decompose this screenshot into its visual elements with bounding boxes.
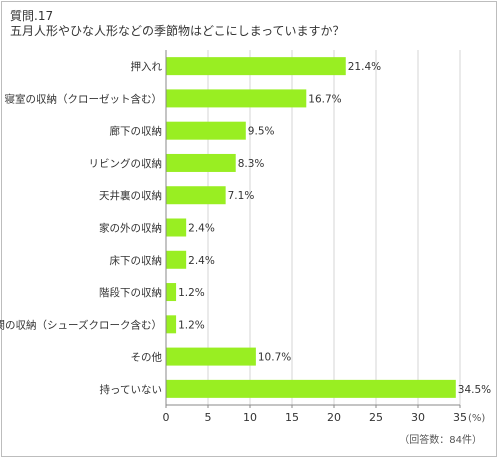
category-label: 押入れ: [131, 60, 163, 73]
category-label: リビングの収納: [89, 157, 163, 170]
x-tick-label: 15: [285, 411, 299, 424]
x-tick-label: 10: [243, 411, 257, 424]
bar: [166, 89, 307, 108]
category-label: 階段下の収納: [99, 286, 162, 299]
category-label: 家の外の収納: [99, 222, 162, 235]
response-count-footnote: （回答数：84件）: [399, 435, 482, 446]
value-label: 2.4%: [188, 223, 215, 235]
category-label: 寝室の収納（クローゼット含む）: [5, 92, 163, 105]
x-tick-label: 5: [205, 411, 212, 424]
bar: [166, 153, 236, 172]
bar: [166, 283, 177, 302]
value-label: 1.2%: [178, 287, 205, 299]
x-tick-label: 30: [411, 411, 425, 424]
value-label: 2.4%: [188, 255, 215, 267]
bar: [166, 121, 246, 140]
category-label: 持っていない: [100, 383, 162, 396]
value-label: 34.5%: [458, 384, 491, 396]
value-label: 10.7%: [258, 352, 291, 364]
value-label: 7.1%: [228, 190, 255, 202]
bar: [166, 57, 346, 76]
bar: [166, 250, 187, 269]
bar: [166, 315, 177, 334]
question-text: 五月人形やひな人形などの季節物はどこにしまっていますか？: [10, 24, 345, 38]
x-tick-label: 35: [453, 411, 467, 424]
bar: [166, 218, 187, 237]
category-label: その他: [131, 351, 163, 364]
x-tick-label: 20: [327, 411, 341, 424]
category-label: 廊下の収納: [110, 125, 163, 138]
value-label: 21.4%: [348, 61, 381, 73]
x-tick-label: 25: [369, 411, 383, 424]
value-label: 1.2%: [178, 319, 205, 331]
category-label: 床下の収納: [110, 254, 163, 267]
bar: [166, 379, 456, 398]
bar: [166, 186, 226, 205]
question-number: 質問.17: [10, 9, 54, 23]
x-tick-label: 0: [163, 411, 170, 424]
value-label: 16.7%: [308, 93, 341, 105]
value-label: 8.3%: [238, 158, 265, 170]
x-unit-label: (%): [468, 413, 485, 424]
category-label: 玄関の収納（シューズクローク含む）: [0, 318, 162, 331]
bar: [166, 347, 256, 366]
category-label: 天井裏の収納: [99, 189, 162, 202]
value-label: 9.5%: [248, 126, 275, 138]
